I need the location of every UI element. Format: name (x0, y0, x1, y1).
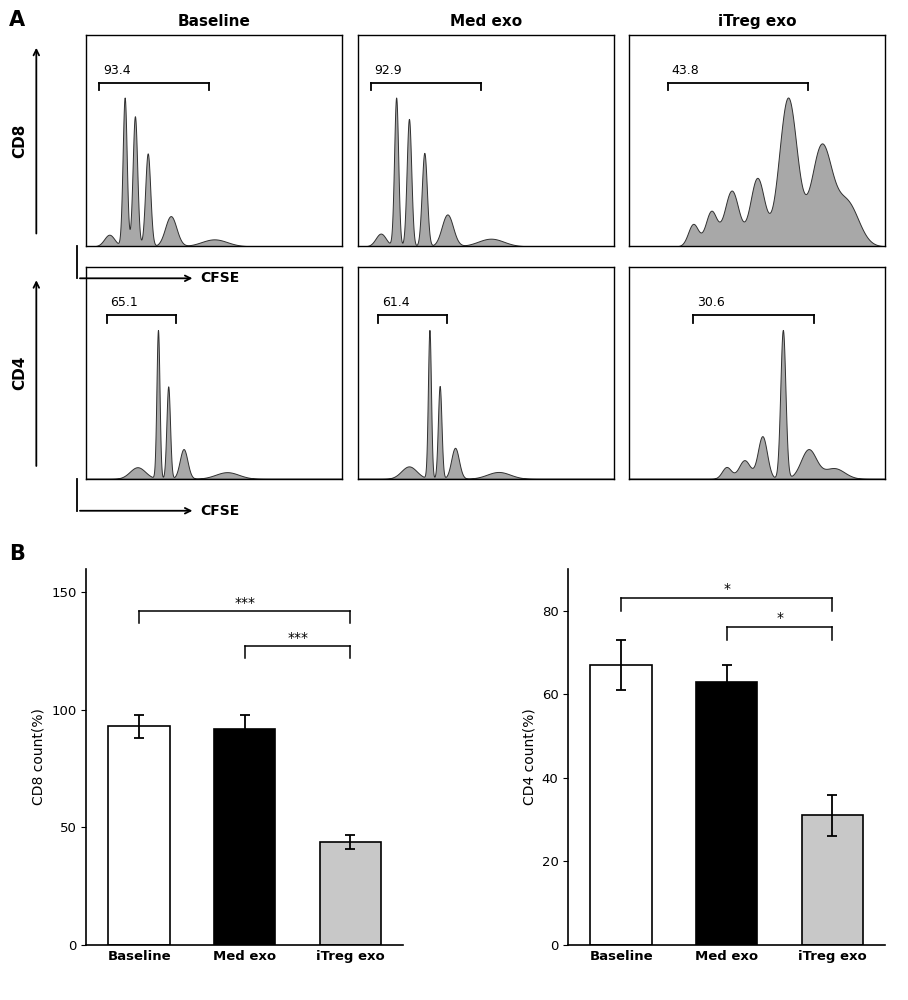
Text: *: * (724, 582, 730, 596)
Bar (802, 815, 864, 945)
Text: Med exo: Med exo (449, 14, 522, 29)
Text: *: * (776, 611, 783, 625)
Bar (590, 665, 652, 945)
Text: 93.4: 93.4 (103, 64, 131, 77)
Y-axis label: CD4 count(%): CD4 count(%) (522, 709, 536, 805)
Bar (320, 842, 381, 945)
Text: CD8: CD8 (13, 123, 27, 158)
Text: 43.8: 43.8 (671, 64, 699, 77)
Text: ***: *** (234, 596, 255, 610)
Text: ***: *** (287, 631, 308, 645)
Text: 61.4: 61.4 (382, 296, 410, 309)
Text: B: B (9, 544, 25, 564)
Text: 30.6: 30.6 (697, 296, 725, 309)
Bar (108, 726, 170, 945)
Text: 92.9: 92.9 (374, 64, 402, 77)
Text: CFSE: CFSE (200, 271, 239, 285)
Text: 65.1: 65.1 (111, 296, 138, 309)
Text: CD4: CD4 (13, 356, 27, 390)
Bar (214, 729, 275, 945)
Text: CFSE: CFSE (200, 504, 239, 518)
Text: A: A (9, 10, 25, 30)
Y-axis label: CD8 count(%): CD8 count(%) (32, 709, 45, 805)
Text: Baseline: Baseline (178, 14, 251, 29)
Text: iTreg exo: iTreg exo (718, 14, 796, 29)
Bar (696, 682, 757, 945)
